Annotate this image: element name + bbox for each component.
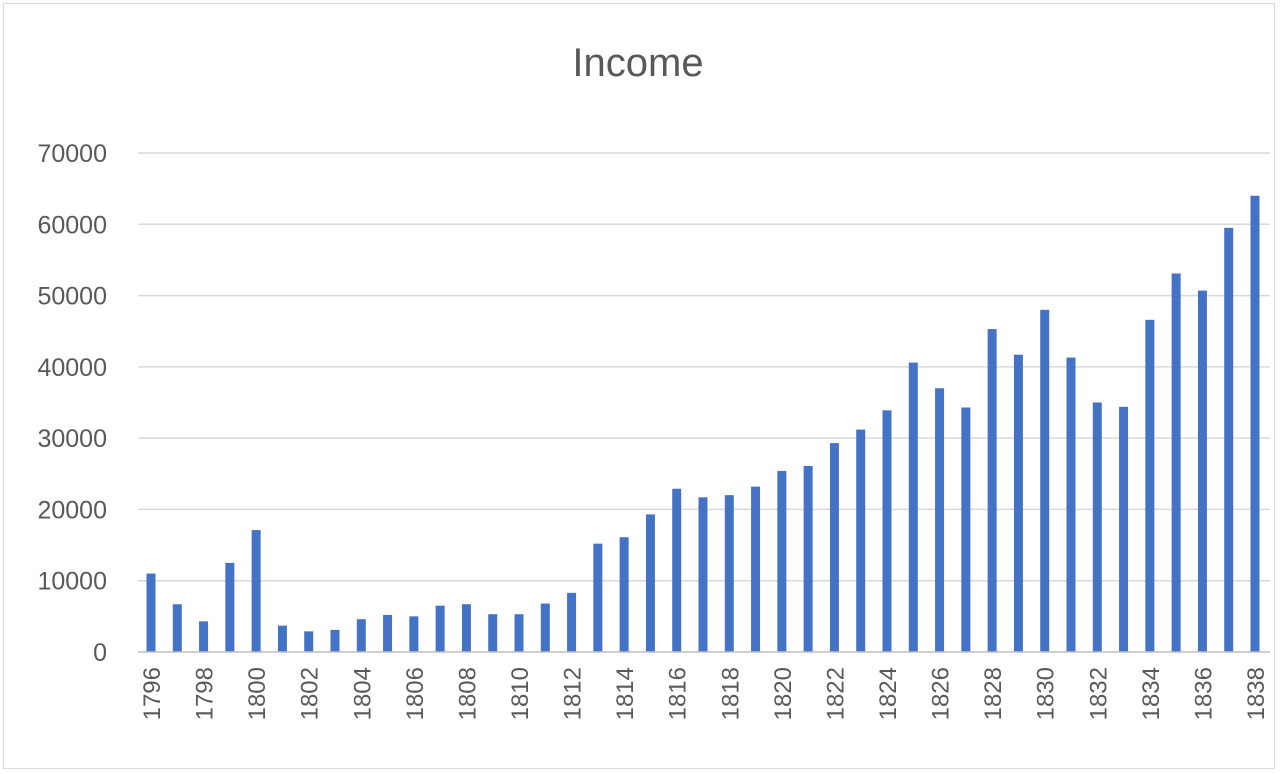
bar-1817: [698, 497, 708, 652]
bar-1835: [1171, 273, 1181, 652]
x-axis-tick-labels: 1796 1798 1800 1802 1804 1806 1808 1810 1812 1814…: [139, 667, 1270, 720]
x-tick-label-1812: 1812: [560, 667, 587, 720]
bar-1811: [540, 603, 550, 652]
y-tick-label-20000: 20000: [37, 496, 107, 524]
bar-1834: [1145, 319, 1155, 652]
bar-1797: [172, 604, 182, 652]
x-tick-label-1836: 1836: [1190, 667, 1217, 720]
bar-1803: [330, 629, 340, 652]
bar-1836: [1197, 290, 1207, 652]
x-tick-label-1824: 1824: [875, 667, 902, 720]
bar-1824: [882, 410, 892, 652]
bar-1808: [461, 604, 471, 652]
bar-1822: [829, 443, 839, 652]
bar-1819: [751, 486, 761, 652]
y-axis-tick-labels: 0 10000 20000 30000 40000 50000 60000 70000: [37, 140, 107, 667]
bar-1823: [856, 429, 866, 652]
bar-1818: [724, 495, 734, 652]
bar-1806: [409, 616, 419, 652]
y-tick-label-10000: 10000: [37, 568, 107, 596]
x-tick-label-1828: 1828: [980, 667, 1007, 720]
x-tick-label-1814: 1814: [612, 667, 639, 720]
x-tick-label-1816: 1816: [665, 667, 692, 720]
gridlines: [138, 152, 1270, 582]
bar-1799: [225, 562, 235, 652]
bar-1820: [777, 470, 787, 652]
bar-1796: [146, 573, 156, 652]
bar-1809: [488, 614, 498, 652]
bar-1828: [987, 329, 997, 652]
x-tick-label-1802: 1802: [297, 667, 324, 720]
y-tick-label-40000: 40000: [37, 354, 107, 382]
x-tick-label-1808: 1808: [454, 667, 481, 720]
bar-1825: [908, 362, 918, 652]
bar-1832: [1092, 402, 1102, 652]
bar-1831: [1066, 357, 1076, 652]
bar-1829: [1013, 354, 1023, 652]
bar-1815: [645, 514, 655, 652]
bar-1805: [383, 614, 393, 652]
bar-1816: [672, 488, 682, 652]
bar-1814: [619, 537, 629, 652]
bars: [146, 195, 1260, 652]
chart-frame: [3, 3, 1275, 769]
bar-1812: [567, 592, 577, 652]
bar-1837: [1224, 227, 1234, 652]
y-tick-label-0: 0: [93, 639, 107, 667]
y-tick-label-60000: 60000: [37, 211, 107, 239]
bar-1802: [304, 631, 314, 652]
bar-1807: [435, 605, 445, 652]
x-tick-label-1806: 1806: [402, 667, 429, 720]
x-tick-label-1834: 1834: [1138, 667, 1165, 720]
x-tick-label-1826: 1826: [928, 667, 955, 720]
chart-title: Income: [572, 41, 703, 85]
x-tick-label-1822: 1822: [822, 667, 849, 720]
bar-1810: [514, 614, 524, 652]
x-tick-label-1800: 1800: [244, 667, 271, 720]
x-tick-label-1830: 1830: [1033, 667, 1060, 720]
bar-1813: [593, 543, 603, 652]
bar-1833: [1119, 406, 1129, 652]
y-tick-label-50000: 50000: [37, 283, 107, 311]
bar-1804: [356, 619, 366, 652]
x-tick-label-1838: 1838: [1243, 667, 1270, 720]
x-tick-label-1832: 1832: [1085, 667, 1112, 720]
x-tick-label-1810: 1810: [507, 667, 534, 720]
y-tick-label-30000: 30000: [37, 425, 107, 453]
x-tick-label-1820: 1820: [770, 667, 797, 720]
bar-1800: [251, 530, 261, 652]
bar-1838: [1250, 195, 1260, 652]
bar-1801: [277, 625, 287, 652]
x-tick-label-1798: 1798: [192, 667, 219, 720]
bar-1827: [961, 407, 971, 652]
bar-1826: [935, 388, 945, 652]
x-tick-label-1804: 1804: [349, 667, 376, 720]
bar-1830: [1040, 309, 1050, 652]
x-tick-label-1818: 1818: [717, 667, 744, 720]
y-tick-label-70000: 70000: [37, 140, 107, 168]
bar-1821: [803, 465, 813, 652]
bar-1798: [199, 621, 209, 652]
x-tick-label-1796: 1796: [139, 667, 166, 720]
